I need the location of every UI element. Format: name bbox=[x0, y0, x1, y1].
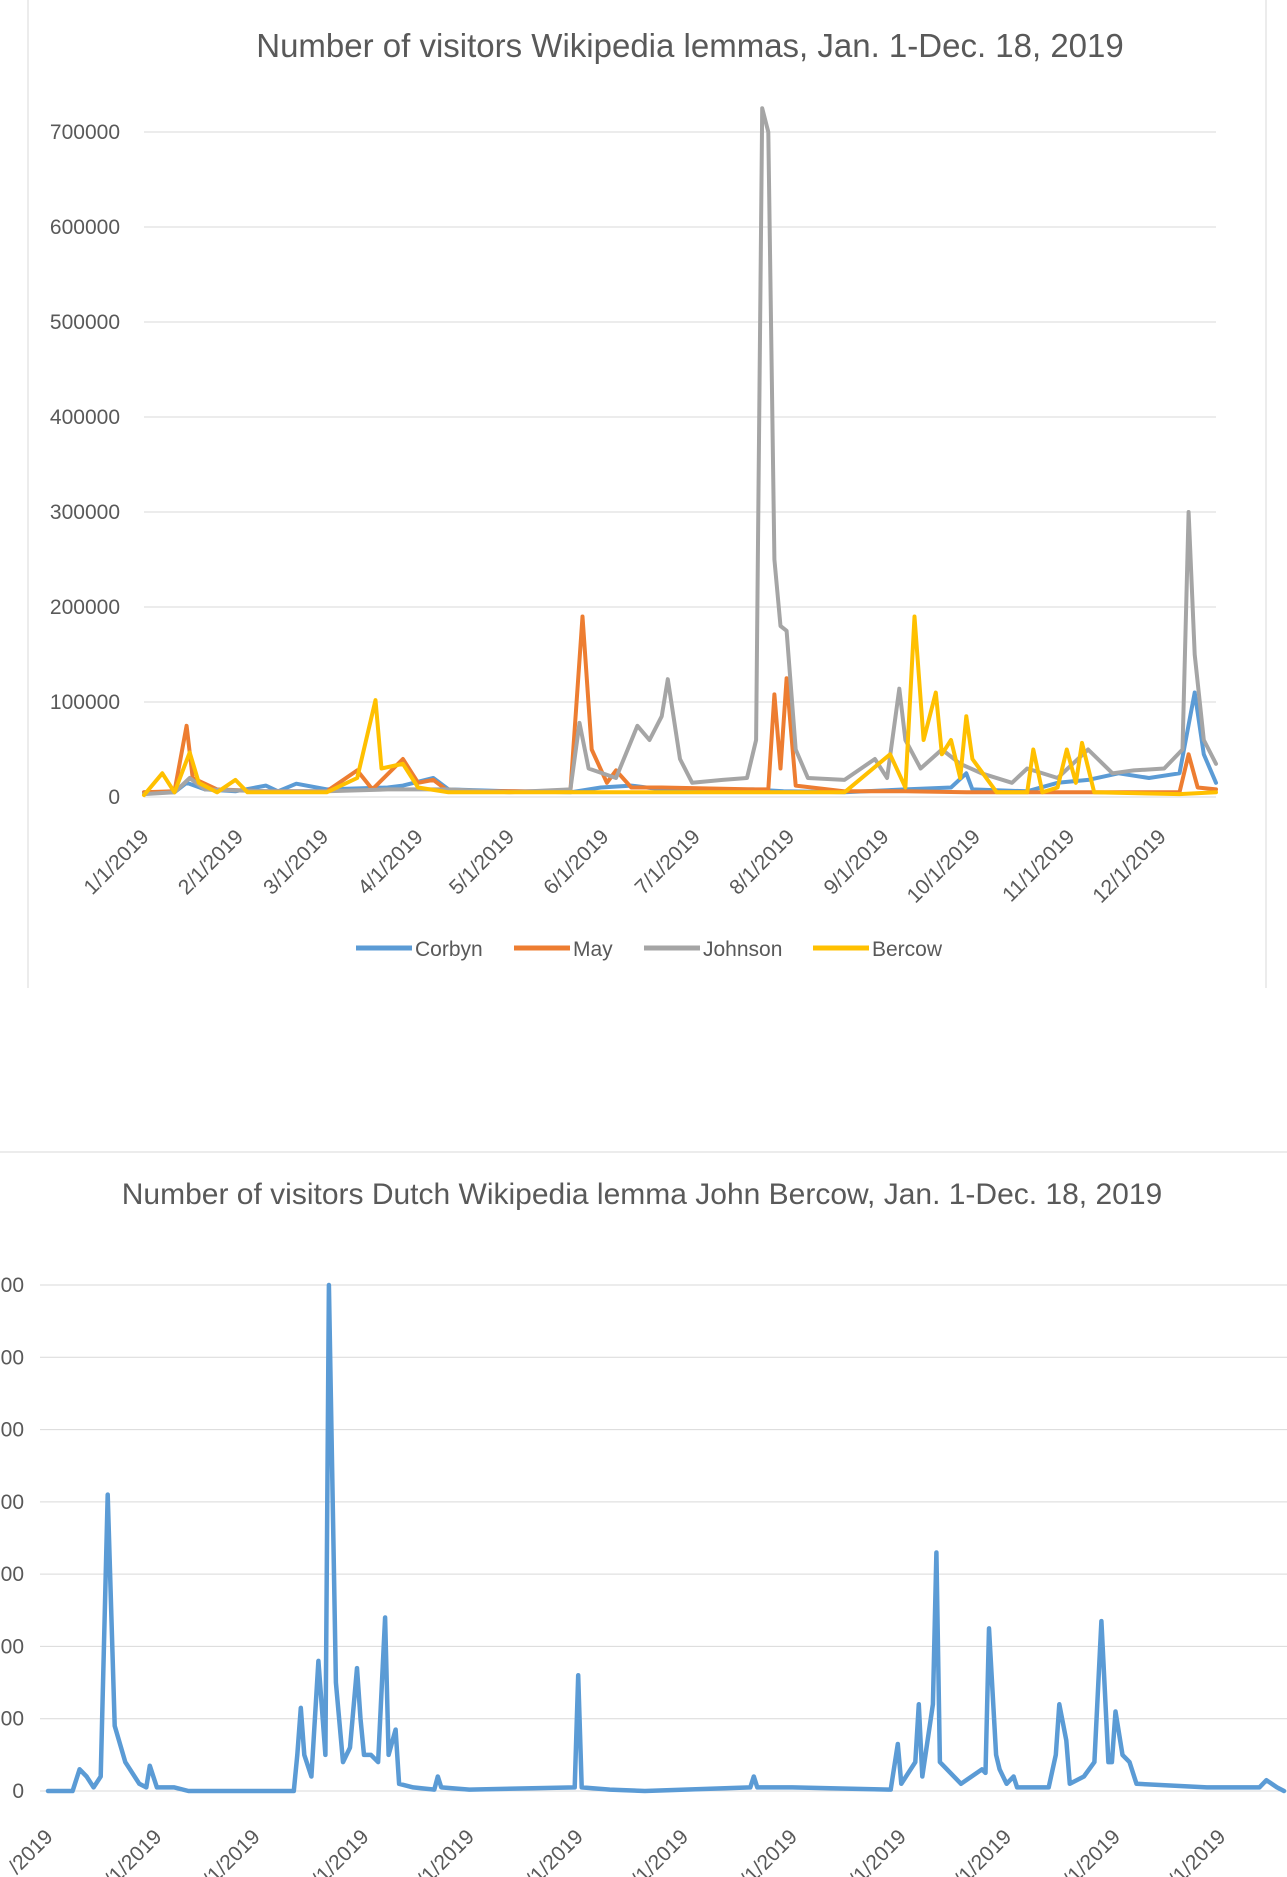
chart-2-y-tick-label: 00 bbox=[1, 1708, 24, 1731]
chart-1-y-tick-label: 300000 bbox=[50, 501, 120, 524]
chart-2-x-tick-label: /1/2019 bbox=[1165, 1825, 1231, 1877]
chart-2-x-tick-label: /1/2019 bbox=[1059, 1825, 1125, 1877]
chart-1-y-tick-label: 100000 bbox=[50, 691, 120, 714]
chart-2-title: Number of visitors Dutch Wikipedia lemma… bbox=[122, 1178, 1162, 1211]
chart-2-x-axis: /2019/1/2019/1/2019/1/2019/1/2019/1/2019… bbox=[4, 1825, 1230, 1877]
chart-1-gridlines bbox=[144, 131, 1216, 798]
chart-1-y-tick-label: 600000 bbox=[50, 216, 120, 239]
chart-2-y-tick-label: 00 bbox=[1, 1563, 24, 1586]
chart-1-background bbox=[0, 0, 1287, 990]
chart-2-y-tick-label: 0 bbox=[12, 1780, 24, 1803]
chart-1-y-tick-label: 700000 bbox=[50, 121, 120, 144]
chart-1-series bbox=[142, 106, 1218, 798]
chart-2-series bbox=[45, 1282, 1287, 1794]
chart-1-y-tick-label: 200000 bbox=[50, 596, 120, 619]
chart-2-x-tick-label: /1/2019 bbox=[736, 1825, 802, 1877]
chart-2-x-tick-label: /2019 bbox=[4, 1825, 57, 1877]
chart-1-y-tick-label: 0 bbox=[108, 786, 120, 809]
chart-2-x-tick-label: /1/2019 bbox=[522, 1825, 588, 1877]
chart-1-y-tick-label: 400000 bbox=[50, 406, 120, 429]
chart-2-x-tick-label: /1/2019 bbox=[627, 1825, 693, 1877]
chart-1: Number of visitors Wikipedia lemmas, Jan… bbox=[0, 0, 1287, 990]
chart-1-title: Number of visitors Wikipedia lemmas, Jan… bbox=[256, 27, 1124, 64]
chart-2-x-tick-label: /1/2019 bbox=[950, 1825, 1016, 1877]
chart-2-y-tick-label: 00 bbox=[1, 1635, 24, 1658]
chart-1-y-tick-label: 500000 bbox=[50, 311, 120, 334]
series-line-bercow bbox=[142, 614, 1218, 798]
series-line-bercow bbox=[45, 1282, 1287, 1794]
chart-2-x-tick-label: /1/2019 bbox=[199, 1825, 265, 1877]
chart-2-x-tick-label: /1/2019 bbox=[845, 1825, 911, 1877]
chart-2-x-tick-label: /1/2019 bbox=[413, 1825, 479, 1877]
chart-2-y-tick-label: 00 bbox=[1, 1419, 24, 1442]
chart-2-y-tick-label: 00 bbox=[1, 1491, 24, 1514]
chart-2-x-tick-label: /1/2019 bbox=[308, 1825, 374, 1877]
chart-2-y-tick-label: 00 bbox=[1, 1274, 24, 1297]
legend-label-may: May bbox=[573, 938, 613, 961]
legend-label-bercow: Bercow bbox=[872, 938, 943, 961]
chart-2-y-tick-label: 00 bbox=[1, 1346, 24, 1369]
chart-2-x-tick-label: /1/2019 bbox=[101, 1825, 167, 1877]
chart-1-legend: Corbyn May Johnson Bercow bbox=[356, 938, 943, 961]
legend-label-johnson: Johnson bbox=[703, 938, 782, 961]
chart-1-y-axis: 0 100000 200000 300000 400000 500000 600000 700… bbox=[50, 121, 120, 809]
chart-2-gridlines bbox=[40, 1284, 1287, 1792]
legend-label-corbyn: Corbyn bbox=[415, 938, 483, 961]
